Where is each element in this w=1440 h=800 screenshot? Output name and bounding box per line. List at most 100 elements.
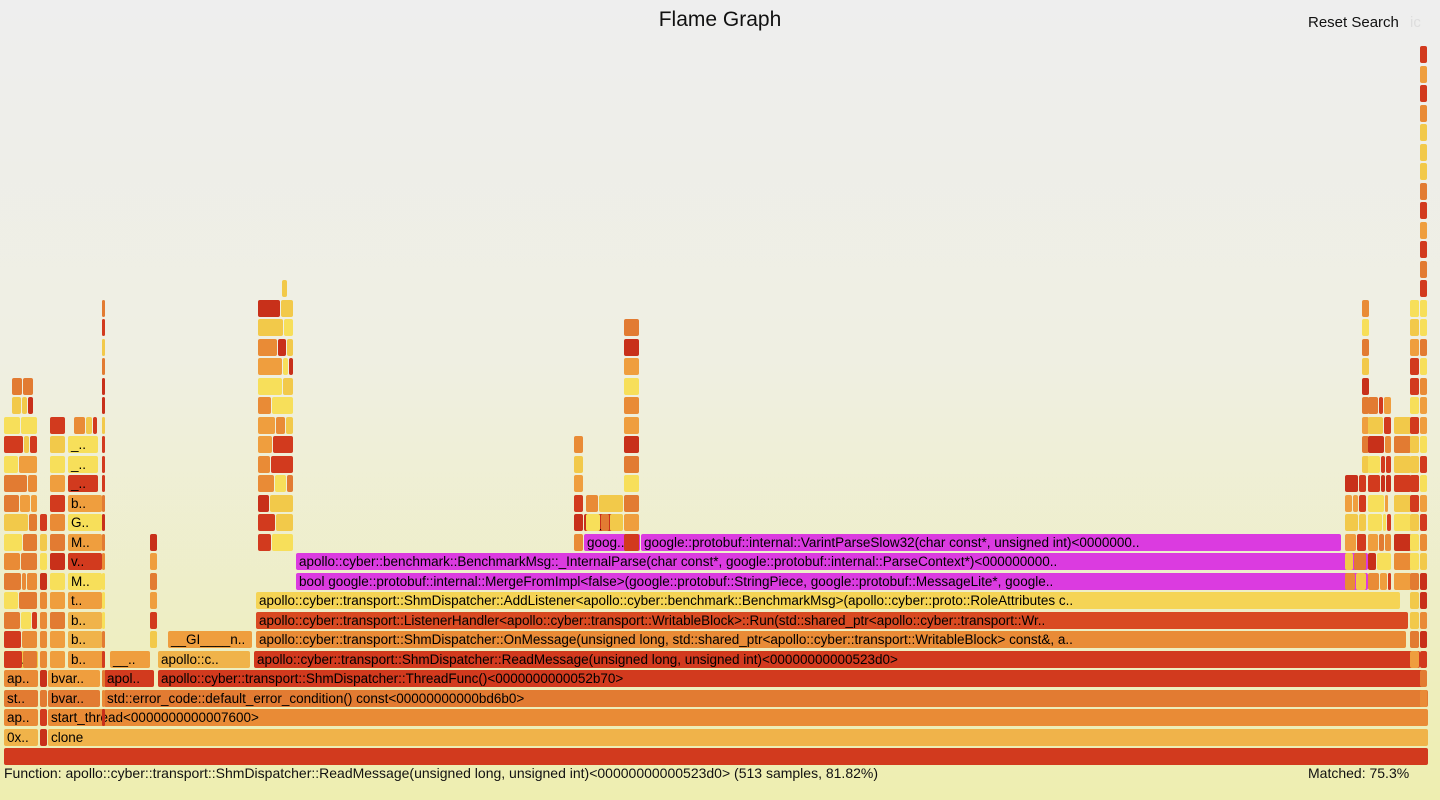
flame-frame[interactable] [22, 573, 26, 590]
flame-frame[interactable]: apollo::cyber::transport::ListenerHandle… [256, 612, 1408, 629]
flame-frame[interactable]: t.. [68, 592, 102, 609]
flame-frame[interactable] [1359, 514, 1366, 531]
flame-frame[interactable] [1381, 456, 1385, 473]
flame-frame[interactable] [4, 631, 21, 648]
flame-frame[interactable]: apollo::cyber::benchmark::BenchmarkMsg::… [296, 553, 1368, 570]
flame-frame[interactable] [1420, 202, 1427, 219]
flame-frame[interactable] [1410, 475, 1419, 492]
flame-frame[interactable] [1368, 495, 1384, 512]
flame-frame[interactable] [258, 300, 280, 317]
flame-frame[interactable] [1420, 534, 1427, 551]
flame-frame[interactable] [102, 417, 105, 434]
flame-frame[interactable] [102, 690, 105, 707]
flame-frame[interactable] [624, 495, 639, 512]
flame-frame[interactable] [1368, 475, 1380, 492]
flame-frame[interactable] [40, 612, 47, 629]
flame-frame[interactable] [50, 495, 65, 512]
flame-frame[interactable]: G.. [68, 514, 102, 531]
flame-frame[interactable] [29, 514, 37, 531]
flame-frame[interactable]: apollo::cyber::transport::ShmDispatcher:… [256, 631, 1406, 648]
flame-frame[interactable] [1420, 105, 1427, 122]
flame-frame[interactable] [40, 534, 47, 551]
flame-frame[interactable] [1362, 339, 1369, 356]
flame-frame[interactable] [258, 417, 275, 434]
flame-frame[interactable]: b.. [68, 651, 104, 668]
flame-frame[interactable] [1420, 397, 1427, 414]
flame-frame[interactable] [283, 358, 288, 375]
flame-frame[interactable]: b.. [68, 631, 102, 648]
flame-frame[interactable] [21, 612, 31, 629]
flame-frame[interactable] [1394, 436, 1411, 453]
flame-frame[interactable] [1420, 339, 1427, 356]
flame-frame[interactable]: b.. [68, 612, 102, 629]
flame-frame[interactable] [1420, 261, 1427, 278]
flame-frame[interactable] [1368, 534, 1378, 551]
flame-frame[interactable] [1410, 319, 1419, 336]
flame-frame[interactable] [21, 553, 37, 570]
flame-frame[interactable] [1387, 514, 1391, 531]
flame-frame[interactable]: apollo::c.. [158, 651, 250, 668]
flame-frame[interactable] [1410, 573, 1419, 590]
reset-search-button[interactable]: Reset Search [1308, 14, 1399, 31]
flame-frame[interactable] [4, 475, 27, 492]
flame-frame[interactable] [4, 573, 21, 590]
flame-frame[interactable] [27, 573, 37, 590]
flame-frame[interactable] [1345, 553, 1353, 570]
flame-frame[interactable] [624, 534, 639, 551]
flame-frame[interactable] [50, 573, 65, 590]
flame-frame[interactable]: b.. [68, 495, 102, 512]
flame-frame[interactable] [284, 319, 293, 336]
flame-frame[interactable] [574, 495, 583, 512]
flame-frame[interactable] [1354, 553, 1366, 570]
flame-frame[interactable] [1394, 495, 1411, 512]
flame-frame[interactable] [50, 612, 65, 629]
flame-frame[interactable] [258, 495, 269, 512]
flame-frame[interactable] [1410, 417, 1419, 434]
flame-frame[interactable] [22, 631, 37, 648]
flame-frame[interactable] [1420, 651, 1427, 668]
flame-frame[interactable] [102, 612, 105, 629]
flame-frame[interactable] [1381, 475, 1385, 492]
flame-frame[interactable] [624, 475, 639, 492]
flame-frame[interactable]: bvar.. [48, 690, 100, 707]
flame-frame[interactable]: apollo::cyber::transport::ShmDispatcher:… [256, 592, 1400, 609]
flame-frame[interactable] [1420, 514, 1427, 531]
flame-frame[interactable] [23, 534, 37, 551]
flame-frame[interactable] [40, 514, 47, 531]
flame-frame[interactable] [12, 378, 22, 395]
flame-frame[interactable] [258, 319, 283, 336]
flame-frame[interactable] [258, 514, 275, 531]
flame-frame[interactable] [1368, 514, 1382, 531]
flame-frame[interactable] [1410, 514, 1419, 531]
flame-frame[interactable] [281, 300, 293, 317]
flame-frame[interactable] [1345, 573, 1355, 590]
flame-frame[interactable]: M.. [68, 534, 102, 551]
flame-frame[interactable] [102, 651, 105, 668]
flame-frame[interactable] [40, 709, 47, 726]
flame-frame[interactable] [1420, 417, 1427, 434]
flame-frame[interactable] [4, 534, 22, 551]
flame-frame[interactable] [102, 495, 105, 512]
flame-frame[interactable] [272, 397, 293, 414]
flame-frame[interactable] [1420, 46, 1427, 63]
flame-frame[interactable] [258, 534, 271, 551]
flame-frame[interactable] [1345, 475, 1358, 492]
flame-frame[interactable] [1420, 612, 1427, 629]
flame-frame[interactable] [1420, 183, 1427, 200]
flame-frame[interactable] [1410, 534, 1419, 551]
flame-frame[interactable] [1410, 378, 1419, 395]
flame-frame[interactable] [1410, 553, 1419, 570]
flame-frame[interactable] [1420, 592, 1427, 609]
flame-frame[interactable] [601, 514, 609, 531]
flame-frame-root[interactable] [4, 748, 1428, 765]
flame-frame[interactable]: apol.. [104, 670, 154, 687]
flame-frame[interactable] [23, 651, 37, 668]
flame-frame[interactable]: ap.. [4, 709, 38, 726]
flame-frame[interactable] [624, 417, 639, 434]
flame-frame[interactable] [1420, 553, 1427, 570]
flame-frame[interactable] [1420, 66, 1427, 83]
flame-frame[interactable] [624, 456, 639, 473]
flame-frame[interactable] [102, 456, 105, 473]
flame-frame[interactable] [624, 378, 639, 395]
flame-frame[interactable] [624, 436, 639, 453]
